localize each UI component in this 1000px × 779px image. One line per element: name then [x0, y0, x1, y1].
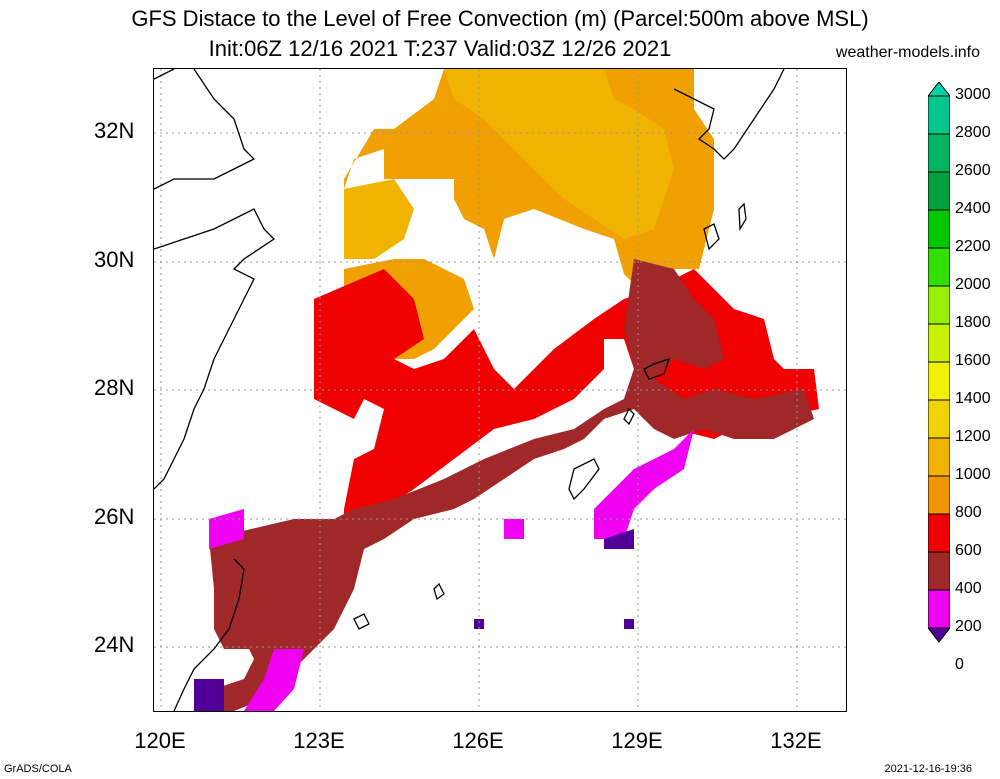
- lon-label: 120E: [134, 728, 186, 753]
- map-plot-area: [153, 68, 847, 712]
- colorbar-segment: [928, 513, 950, 553]
- colorbar-segment: [928, 361, 950, 401]
- footer-timestamp: 2021-12-16-19:36: [884, 763, 972, 775]
- colorbar-label: 600: [955, 542, 982, 559]
- colorbar-segment: [928, 247, 950, 287]
- colorbar-segment: [928, 171, 950, 211]
- colorbar-segment: [928, 133, 950, 173]
- footer-credit: GrADS/COLA: [4, 763, 72, 775]
- colorbar-segment: [928, 437, 950, 477]
- colorbar-segment: [928, 589, 950, 629]
- field-brown-south: [209, 519, 324, 649]
- colorbar-label: 1600: [955, 352, 991, 369]
- lon-label: 126E: [452, 728, 504, 753]
- colorbar-segment: [928, 551, 950, 591]
- field-gold-sw: [344, 179, 414, 259]
- colorbar-label: 3000: [955, 86, 991, 103]
- colorbar: [928, 82, 950, 643]
- colorbar-label: 0: [955, 656, 964, 673]
- colorbar-arrow-bottom: [928, 627, 950, 643]
- map-field: [154, 69, 846, 711]
- colorbar-label: 2200: [955, 238, 991, 255]
- field-gold: [444, 69, 674, 239]
- colorbar-segment: [928, 285, 950, 325]
- colorbar-segment: [928, 399, 950, 439]
- lon-label: 129E: [611, 728, 663, 753]
- colorbar-label: 400: [955, 580, 982, 597]
- lat-label: 32N: [94, 118, 135, 143]
- colorbar-label: 200: [955, 618, 982, 635]
- chart-title: GFS Distace to the Level of Free Convect…: [131, 6, 869, 31]
- colorbar-label: 2400: [955, 200, 991, 217]
- grid: [154, 69, 846, 711]
- lat-label: 28N: [94, 375, 135, 400]
- lon-label: 132E: [770, 728, 822, 753]
- colorbar-label: 1200: [955, 428, 991, 445]
- lat-label: 30N: [94, 247, 135, 272]
- coastline: [154, 69, 785, 711]
- colorbar-segment: [928, 475, 950, 515]
- colorbar-label: 800: [955, 504, 982, 521]
- lon-label: 123E: [293, 728, 345, 753]
- colorbar-label: 1400: [955, 390, 991, 407]
- colorbar-arrow-top: [928, 82, 950, 97]
- lat-label: 26N: [94, 504, 135, 529]
- lat-label: 24N: [94, 632, 135, 657]
- colorbar-label: 1000: [955, 466, 991, 483]
- colorbar-label: 2000: [955, 276, 991, 293]
- colorbar-label: 2600: [955, 162, 991, 179]
- colorbar-label: 2800: [955, 124, 991, 141]
- colorbar-segment: [928, 95, 950, 135]
- site-label: weather-models.info: [835, 44, 980, 61]
- colorbar-segment: [928, 209, 950, 249]
- colorbar-label: 1800: [955, 314, 991, 331]
- chart-subtitle: Init:06Z 12/16 2021 T:237 Valid:03Z 12/2…: [208, 36, 672, 61]
- colorbar-segment: [928, 323, 950, 363]
